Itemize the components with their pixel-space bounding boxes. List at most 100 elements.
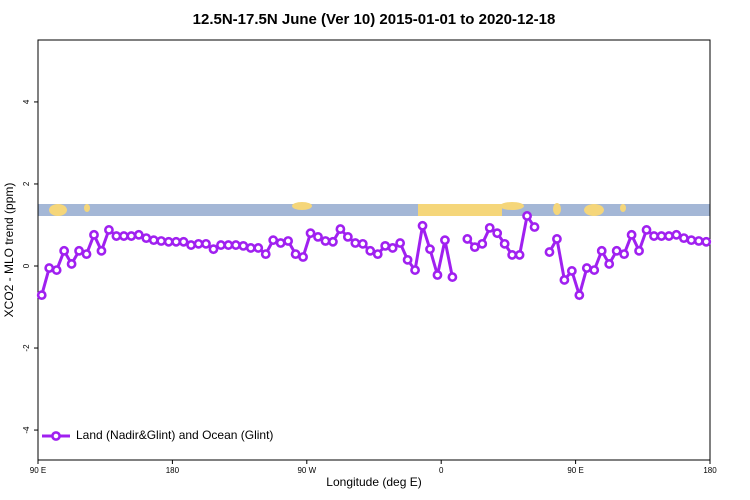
point (357, 238, 368, 249)
point (208, 244, 219, 255)
x-tick-label: 90 E (30, 466, 46, 475)
series-line (40, 225, 454, 296)
point (111, 231, 122, 241)
point (148, 235, 159, 246)
point (425, 244, 435, 255)
y-tick-label: 4 (22, 99, 31, 104)
x-tick-label: 0 (439, 466, 444, 475)
legend-marker (51, 431, 61, 441)
point (507, 250, 518, 260)
point (51, 265, 62, 275)
point (66, 259, 77, 269)
point (36, 290, 47, 301)
point (81, 249, 92, 260)
x-tick-label: 90 W (297, 466, 316, 475)
point (559, 275, 570, 285)
point (118, 231, 129, 241)
point (59, 245, 70, 256)
point (380, 240, 391, 251)
point (417, 220, 428, 231)
point (589, 265, 600, 275)
point (178, 236, 189, 247)
point (596, 245, 607, 256)
point (268, 235, 279, 246)
point (634, 245, 644, 256)
point (328, 236, 338, 247)
x-tick-label: 180 (703, 466, 717, 475)
x-tick-label: 180 (166, 466, 180, 475)
point (664, 231, 674, 241)
point (432, 270, 443, 280)
point (686, 235, 697, 246)
point (163, 236, 174, 247)
point (230, 240, 241, 250)
point (440, 235, 450, 246)
point (96, 245, 107, 256)
point (305, 228, 316, 239)
point (216, 240, 226, 250)
point (89, 229, 99, 240)
point (656, 231, 667, 241)
point (104, 225, 114, 235)
point (283, 236, 294, 246)
point (193, 238, 204, 249)
point (484, 222, 495, 233)
point (499, 238, 510, 249)
point (260, 249, 271, 260)
point (611, 245, 622, 256)
y-tick-label: -2 (22, 344, 31, 352)
point (544, 247, 555, 257)
point (298, 252, 308, 262)
point (320, 236, 331, 246)
point (701, 236, 712, 247)
chart-title: 12.5N-17.5N June (Ver 10) 2015-01-01 to … (193, 11, 556, 28)
x-axis-label: Longitude (deg E) (326, 475, 421, 489)
plot-frame (37, 39, 711, 461)
point (477, 238, 488, 249)
point (223, 240, 234, 250)
point (402, 254, 413, 265)
map-strip (38, 202, 710, 216)
y-tick-label: 2 (22, 181, 31, 186)
legend-label: Land (Nadir&Glint) and Ocean (Glint) (76, 428, 273, 442)
x-tick-label: 90 E (567, 466, 583, 475)
point (74, 245, 84, 256)
point (581, 263, 592, 273)
point (238, 240, 249, 251)
point (678, 233, 689, 244)
point (529, 222, 540, 232)
point (313, 231, 323, 242)
point (693, 236, 704, 246)
point (133, 229, 144, 240)
point (372, 249, 383, 260)
point (387, 243, 398, 253)
point (574, 290, 585, 301)
point (186, 240, 196, 250)
point (253, 243, 264, 253)
point (469, 242, 480, 253)
point (552, 234, 562, 244)
point (171, 236, 182, 247)
point (156, 236, 167, 246)
point (245, 243, 256, 253)
point (335, 224, 346, 234)
point (290, 249, 301, 260)
y-tick-label: -4 (22, 426, 31, 434)
point (395, 238, 406, 248)
point (619, 249, 630, 260)
y-tick-label: 0 (22, 263, 31, 268)
point (641, 225, 652, 235)
point (522, 211, 532, 221)
point (126, 231, 137, 241)
point (604, 259, 615, 269)
point (365, 245, 376, 256)
point (492, 228, 503, 239)
point (626, 229, 637, 240)
y-axis-label: XCO2 - MLO trend (ppm) (2, 183, 16, 318)
point (566, 266, 577, 276)
point (514, 250, 525, 260)
point (462, 234, 473, 244)
point (275, 238, 286, 248)
point (201, 238, 211, 249)
